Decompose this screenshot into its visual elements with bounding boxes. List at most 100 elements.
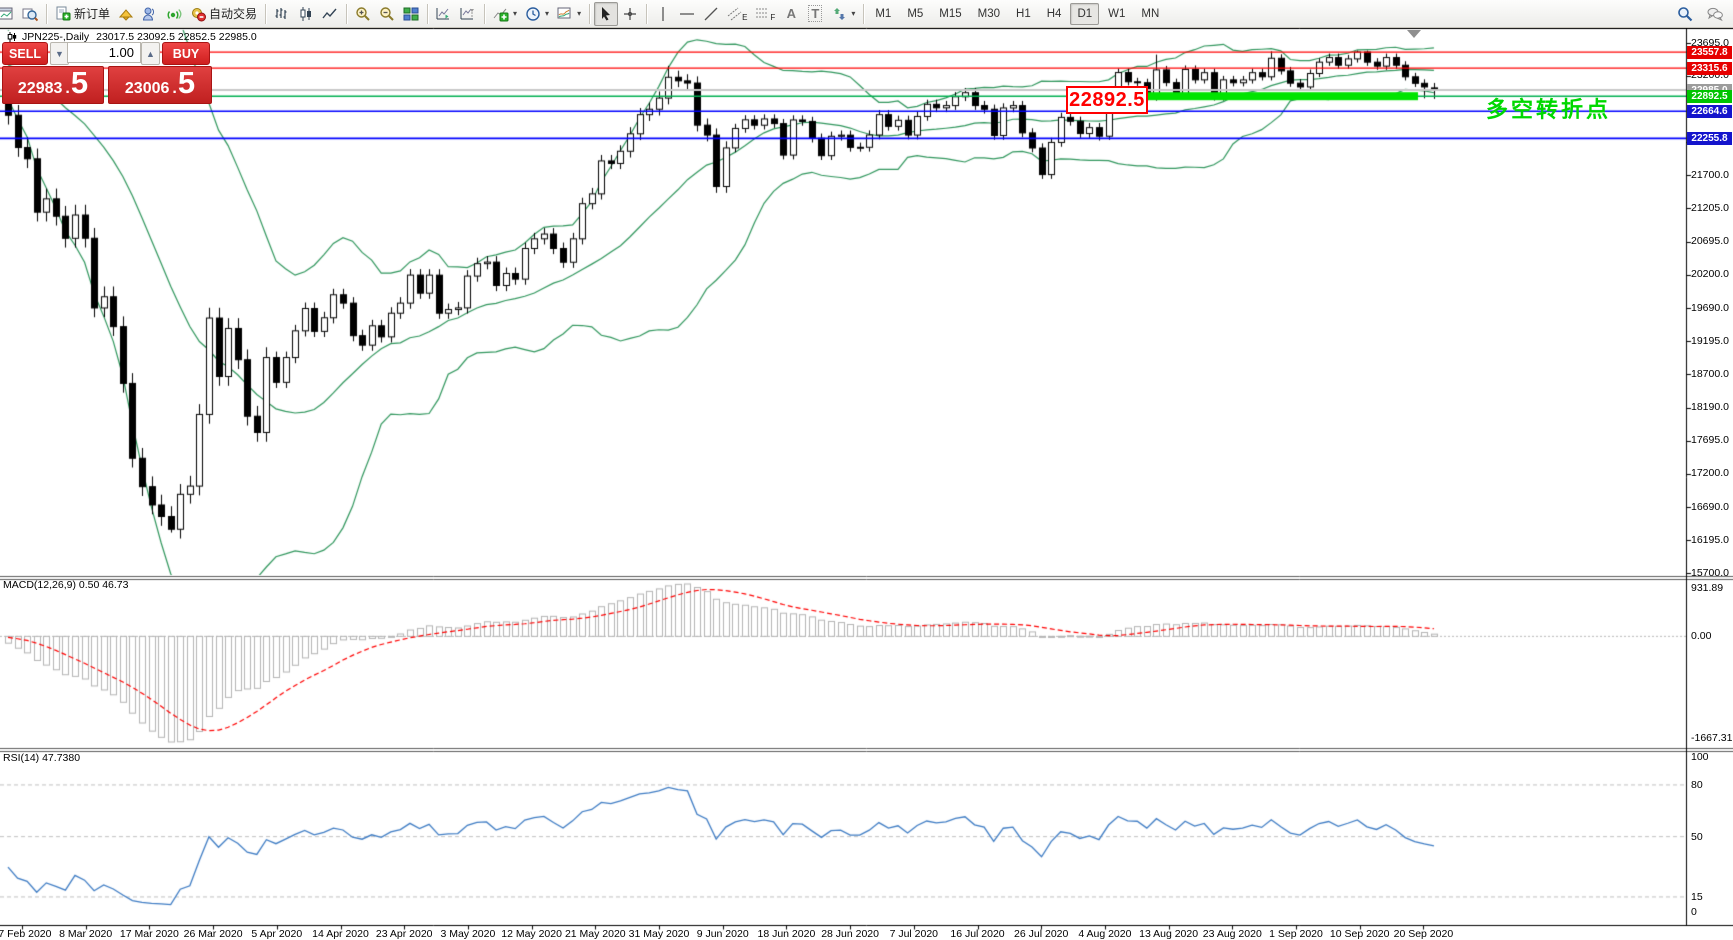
bid-price-big-digit: 5: [70, 65, 89, 100]
timeframe-w1-button[interactable]: W1: [1101, 3, 1132, 25]
ask-price-main: 23006: [124, 80, 170, 97]
timeframe-m15-button[interactable]: M15: [932, 3, 968, 25]
toolbar-separator: [427, 3, 429, 24]
chart-shift-marker[interactable]: [1407, 30, 1421, 38]
search-button[interactable]: [1673, 2, 1697, 26]
crosshair-button[interactable]: [618, 2, 642, 26]
fibo-letter: F: [770, 13, 776, 22]
line-chart-button[interactable]: [318, 2, 342, 26]
rsi-level-label: 50: [1691, 830, 1703, 843]
profiles-icon: [22, 8, 38, 21]
tile-windows-button[interactable]: [399, 2, 423, 26]
vertical-line-button[interactable]: [651, 2, 675, 26]
price-tick-label: 15700.0: [1691, 566, 1729, 579]
toolbar-separator: [589, 3, 591, 24]
price-tick-label: 16690.0: [1691, 500, 1729, 513]
templates-icon: [557, 7, 571, 18]
chart-shift-button[interactable]: [456, 2, 480, 26]
price-tick-label: 18190.0: [1691, 401, 1729, 414]
volume-increase-button[interactable]: ▲: [141, 42, 160, 65]
signals-button[interactable]: [162, 2, 186, 26]
new-order-label: 新订单: [74, 7, 111, 21]
date-label: 31 May 2020: [628, 928, 690, 940]
search-icon: [1678, 6, 1693, 21]
cursor-button[interactable]: [594, 1, 619, 26]
price-level-tag: 23557.8: [1687, 45, 1732, 59]
rsi-level-label: 0: [1691, 906, 1697, 918]
autotrading-button[interactable]: 自动交易: [186, 2, 261, 26]
text-label-icon: T: [808, 5, 823, 22]
bar-chart-button[interactable]: [270, 2, 294, 26]
timeframe-h4-button[interactable]: H4: [1040, 3, 1069, 25]
date-label: 1 Sep 2020: [1269, 928, 1323, 940]
line-chart-icon: [322, 8, 337, 18]
timeframe-h1-button[interactable]: H1: [1009, 3, 1038, 25]
price-level-tag: 22255.8: [1687, 131, 1732, 145]
rsi-level-label: 100: [1691, 751, 1709, 763]
history-center-icon: [118, 8, 134, 21]
cursor-icon: [602, 6, 611, 20]
periods-icon: [526, 6, 540, 21]
one-click-trading-panel: SELL ▼ 1.00 ▲ BUY 22983 . 5 23006 . 5: [2, 42, 212, 104]
templates-button[interactable]: ▾: [553, 2, 585, 26]
history-center-button[interactable]: [114, 2, 138, 26]
indicators-button[interactable]: ▾: [489, 2, 521, 26]
text-button[interactable]: A: [779, 2, 803, 26]
chart-canvas[interactable]: [0, 28, 1733, 940]
vertical-line-icon: [662, 6, 664, 21]
market-watch-button[interactable]: [138, 2, 162, 26]
date-label: 28 Jun 2020: [821, 928, 879, 940]
dropdown-arrow-icon: ▾: [545, 9, 550, 18]
toolbar: 新订单 自动交易: [0, 0, 1733, 28]
arrows-button[interactable]: ▾: [827, 2, 859, 26]
horizontal-line-button[interactable]: [675, 2, 699, 26]
price-annotation-box[interactable]: 22892.5: [1066, 86, 1148, 114]
market-watch-icon: [143, 7, 155, 20]
ask-price-tile[interactable]: 23006 . 5: [108, 66, 212, 104]
bid-price-tile[interactable]: 22983 . 5: [2, 66, 104, 104]
indicators-icon: [493, 8, 509, 21]
bid-price-point: .: [65, 80, 70, 97]
new-order-button[interactable]: 新订单: [51, 2, 114, 26]
candlestick-chart-button[interactable]: [294, 2, 318, 26]
rsi-level-label: 15: [1691, 890, 1703, 903]
community-button[interactable]: [1703, 2, 1727, 26]
chart-title: JPN225-,Daily: [22, 31, 90, 43]
auto-scroll-button[interactable]: [432, 2, 456, 26]
chart-shift-icon: [460, 7, 475, 19]
trendline-button[interactable]: [699, 2, 723, 26]
auto-scroll-icon: [436, 7, 450, 19]
dropdown-arrow-icon: ▾: [513, 9, 518, 18]
fibonacci-button[interactable]: F: [751, 2, 779, 26]
price-tick-label: 19690.0: [1691, 301, 1729, 314]
timeframe-m5-button[interactable]: M5: [900, 3, 930, 25]
macd-max-label: 931.89: [1691, 582, 1724, 594]
text-icon: A: [786, 6, 796, 21]
timeframe-m30-button[interactable]: M30: [971, 3, 1007, 25]
toolbar-separator: [646, 3, 648, 24]
zoom-out-button[interactable]: [375, 2, 399, 26]
toolbar-separator: [484, 3, 486, 24]
text-label-button[interactable]: T: [803, 2, 827, 26]
turning-point-annotation[interactable]: 多空转折点: [1486, 97, 1612, 122]
timeframe-mn-button[interactable]: MN: [1134, 3, 1166, 25]
toolbar-separator: [863, 3, 865, 24]
volume-input[interactable]: 1.00: [67, 42, 141, 63]
equidistant-channel-button[interactable]: E: [723, 2, 751, 26]
new-chart-button[interactable]: [0, 2, 18, 26]
sell-button[interactable]: SELL: [2, 42, 48, 65]
zoom-in-button[interactable]: [351, 2, 375, 26]
autotrading-label: 自动交易: [209, 7, 258, 21]
arrows-icon: [834, 7, 846, 20]
periods-button[interactable]: ▾: [521, 2, 553, 26]
profiles-button[interactable]: [18, 2, 42, 26]
macd-min-label: -1667.31: [1691, 732, 1733, 744]
price-tick-label: 23695.0: [1691, 36, 1729, 49]
timeframe-d1-button[interactable]: D1: [1070, 2, 1100, 25]
autotrading-icon: [192, 7, 207, 21]
crosshair-icon: [624, 7, 637, 20]
bar-chart-icon: [275, 7, 287, 19]
timeframe-m1-button[interactable]: M1: [868, 3, 898, 25]
buy-button[interactable]: BUY: [162, 42, 210, 65]
date-label: 17 Mar 2020: [119, 928, 179, 940]
